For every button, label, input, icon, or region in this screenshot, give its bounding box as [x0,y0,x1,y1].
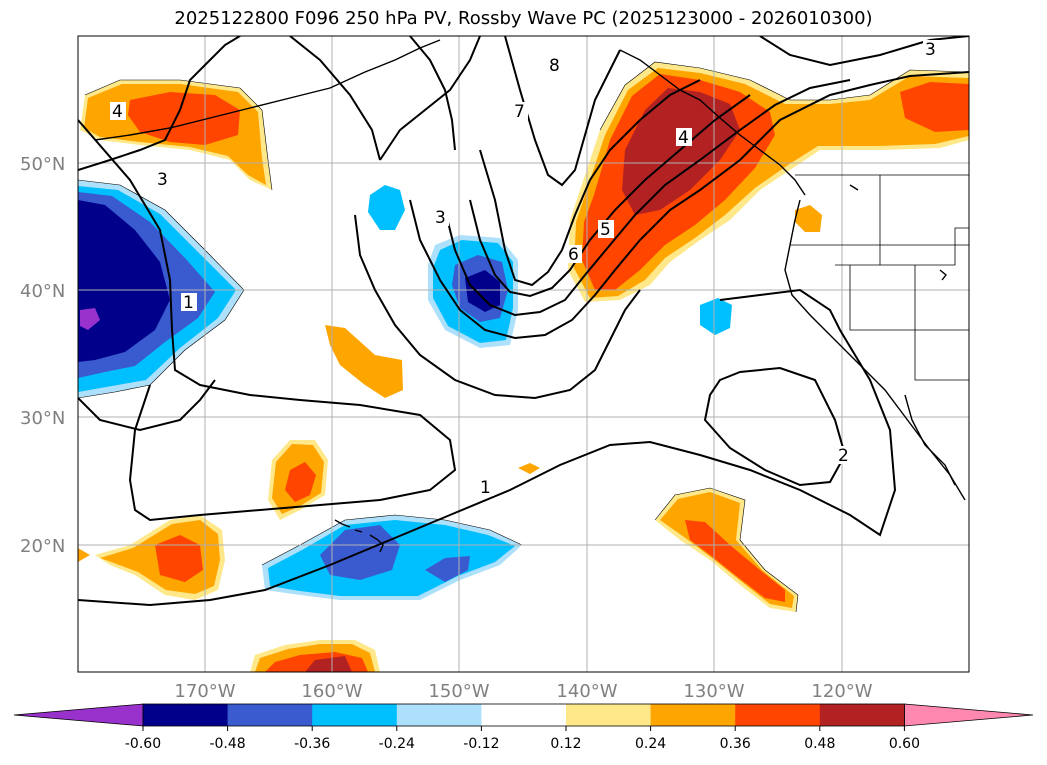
lon-label-160w: 160°W [301,681,362,702]
lon-label-120w: 120°W [811,681,872,702]
lon-label-130w: 130°W [683,681,744,702]
colorbar-segment [396,704,482,726]
shade-positive-east [900,82,969,132]
map-title: 2025122800 F096 250 hPa PV, Rossby Wave … [174,8,873,29]
lat-label-40: 40°N [20,281,65,302]
shade-positive-bottom-darkred [305,656,352,672]
contour-label-6: 6 [568,245,579,265]
contour-upper-mid [289,36,381,161]
contour-label-3: 3 [435,208,446,228]
lon-label-150w: 150°W [428,681,489,702]
colorbar-segment [650,704,736,726]
colorbar-tick-label: 0.60 [889,736,920,752]
shade-outlines [78,61,969,613]
contour-label-1-west: 1 [183,293,194,313]
colorbar-segment [227,704,313,726]
colorbar: -0.60 -0.48 -0.36 -0.24 -0.12 0.12 0.24 0.36 0.4… [13,703,1034,752]
shade-positive-blob-3 [518,463,540,474]
contour-label-3-ne: 3 [925,40,936,60]
shade-positive-blob-2-red [285,462,316,502]
contour-4 [409,71,969,340]
shade-positive-bc-darkred [622,88,740,215]
colorbar-tick-label: 0.24 [635,736,666,752]
contour-top-right [759,36,969,67]
shade-positive-se-red [685,520,785,602]
lat-label-20: 20°N [20,536,65,557]
grid-lines [78,36,969,672]
colorbar-segment [735,704,821,726]
island-small-1 [849,184,859,191]
contour-1 [78,119,457,522]
lon-label-170w: 170°W [174,681,235,702]
contour-2 [78,379,216,432]
latitude-labels: 50°N 40°N 30°N 20°N [20,154,65,557]
contour-3a [78,36,241,171]
contour-label-3-west: 3 [157,170,168,190]
shade-negative-west-purple [80,308,100,330]
lat-label-50: 50°N [20,154,65,175]
colorbar-tick-label: 0.36 [720,736,751,752]
lat-label-30: 30°N [20,408,65,429]
contour-label-7: 7 [514,102,525,122]
contour-label-1: 1 [480,478,491,498]
colorbar-tick-label: -0.48 [209,736,245,752]
shade-negative-central-dark [465,270,500,312]
longitude-labels: 170°W 160°W 150°W 140°W 130°W 120°W [174,681,872,702]
colorbar-arrow-high [904,703,1034,727]
contour-label-8: 8 [549,56,560,76]
colorbar-segment [312,704,398,726]
shade-positive-sw-red [155,535,203,582]
map-plot-area: 1 1 2 3 3 3 4 4 5 6 7 8 [78,36,969,672]
colorbar-frame [142,703,905,727]
colorbar-arrow-low [13,703,144,727]
contour-5 [444,79,851,317]
contour-label-2: 2 [838,446,849,466]
contour-3c [379,36,481,161]
island-hawaii [334,519,384,553]
shade-negative-small-1 [368,185,405,230]
island-small-2 [939,269,947,281]
colorbar-tick-label: -0.60 [125,736,161,752]
colorbar-segment [481,704,567,726]
shade-positive-blob-4 [795,205,822,232]
shade-positive-nw-red [128,92,240,145]
coast-alaska-pen [94,39,441,141]
colorbar-tick-label: -0.24 [379,736,415,752]
contour-upper-mid-2 [409,36,456,151]
colorbar-tick-label: 0.12 [550,736,581,752]
pv-contours [78,36,969,607]
colorbar-tick-label: -0.12 [463,736,499,752]
shade-negative-west-dark [78,200,170,362]
coastlines [94,39,966,553]
colorbar-segment [566,704,652,726]
state-borders [790,174,969,381]
pv-shading [78,62,969,672]
shade-positive-left-edge [78,548,90,562]
coast-se-alaska [619,49,806,196]
lon-label-140w: 140°W [556,681,617,702]
coast-us-west [784,199,966,501]
shade-negative-small-2 [700,298,732,335]
contour-2b [703,366,847,487]
contour-label-5: 5 [600,220,611,240]
contour-6 [469,94,751,298]
colorbar-segment [819,704,905,726]
map-frame [77,35,970,673]
colorbar-tick-label: 0.48 [804,736,835,752]
contour-label-4: 4 [678,128,689,148]
contour-labels: 1 1 2 3 3 3 4 4 5 6 7 8 [110,40,939,498]
contour-label-4-west: 4 [112,102,123,122]
coast-baja [904,394,956,486]
colorbar-segment [143,704,229,726]
colorbar-tick-label: -0.36 [294,736,330,752]
contour-3b [354,214,641,400]
contour-1b [78,288,897,607]
shade-positive-blob-1 [325,325,403,398]
contour-7 [479,79,701,287]
